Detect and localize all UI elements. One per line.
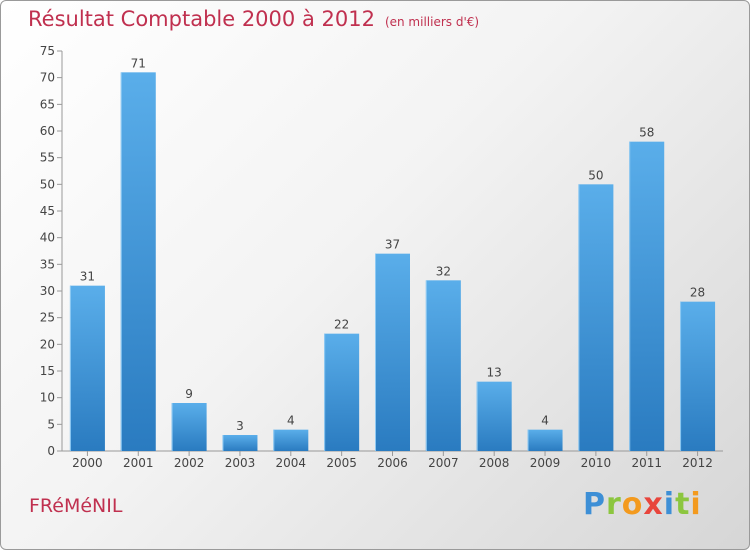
data-label-2008: 13 [487,366,502,380]
bar-2010 [578,184,614,452]
x-tick-label-2005: 2005 [326,456,357,470]
x-tick-label-2001: 2001 [123,456,154,470]
y-tick-label: 10 [40,391,55,405]
bar-2005 [324,333,360,451]
data-label-2004: 4 [287,414,295,428]
y-tick-label: 55 [40,151,55,165]
logo-letter: x [643,487,664,522]
logo-letter: t [675,487,691,522]
y-tick-label: 20 [40,337,55,351]
data-label-2006: 37 [385,238,400,252]
data-label-2001: 71 [131,56,146,70]
x-tick-label-2010: 2010 [581,456,612,470]
x-tick-label-2006: 2006 [377,456,408,470]
data-label-2005: 22 [334,318,349,332]
y-tick-label: 65 [40,97,55,111]
x-tick-label-2000: 2000 [72,456,103,470]
x-tick-label-2011: 2011 [631,456,662,470]
bar-2001 [120,72,156,451]
bar-2000 [69,285,105,451]
bar-2004 [273,429,309,451]
title-main: Résultat Comptable 2000 à 2012 [28,7,375,31]
bar-2011 [629,141,665,451]
bar-2008 [476,381,512,451]
logo-letter: i [663,487,676,522]
bar-2003 [222,435,258,451]
bar-2007 [425,280,461,451]
data-label-2003: 3 [236,419,244,433]
logo-letter: r [606,487,622,522]
x-tick-label-2007: 2007 [428,456,459,470]
proxiti-logo[interactable]: Proxiti [583,487,702,522]
data-label-2009: 4 [541,414,549,428]
y-tick-label: 45 [40,204,55,218]
x-tick-label-2002: 2002 [174,456,205,470]
logo-letter: i [690,487,702,522]
y-tick-label: 50 [40,177,55,191]
title-unit-note: (en milliers d'€) [384,15,480,29]
x-tick-label-2012: 2012 [682,456,713,470]
chart-title: Résultat Comptable 2000 à 2012 (en millie… [28,7,479,31]
y-tick-label: 70 [40,71,55,85]
y-tick-label: 5 [47,417,55,431]
x-tick-label-2003: 2003 [225,456,256,470]
logo-letter: P [583,487,606,522]
bar-2012 [680,301,716,451]
y-tick-label: 25 [40,311,55,325]
y-tick-label: 40 [40,231,55,245]
x-tick-label-2004: 2004 [276,456,307,470]
y-tick-label: 30 [40,284,55,298]
y-tick-label: 0 [47,444,55,458]
bar-2009 [527,429,563,451]
data-label-2010: 50 [588,168,603,182]
bar-2002 [171,403,207,451]
data-label-2007: 32 [436,264,451,278]
data-label-2011: 58 [639,126,654,140]
y-tick-label: 35 [40,257,55,271]
logo-letter: o [621,487,644,522]
y-tick-label: 15 [40,364,55,378]
x-tick-label-2009: 2009 [530,456,561,470]
y-tick-label: 75 [40,44,55,58]
commune-name: FRéMéNIL [29,495,123,517]
y-tick-label: 60 [40,124,55,138]
bar-2006 [375,253,410,451]
data-label-2000: 31 [80,270,95,284]
data-label-2012: 28 [690,286,705,300]
x-tick-label-2008: 2008 [479,456,510,470]
data-label-2002: 9 [185,387,193,401]
